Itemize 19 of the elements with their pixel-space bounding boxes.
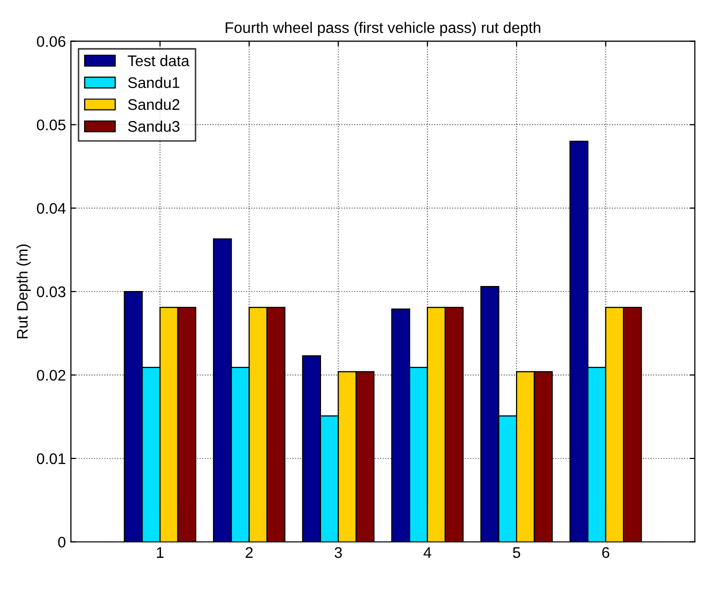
chart-title: Fourth wheel pass (first vehicle pass) rut depth xyxy=(226,22,540,36)
legend-label: Sandu3 xyxy=(128,120,180,132)
legend-label: Test data xyxy=(128,54,190,66)
legend-label: Sandu1 xyxy=(128,76,180,88)
x-tick-label: 5 xyxy=(512,547,520,558)
y-axis-title: Rut Depth (m) xyxy=(16,244,31,338)
x-tick-label: 6 xyxy=(602,547,610,558)
y-tick-label: 0.02 xyxy=(36,370,66,381)
y-tick-label: 0 xyxy=(58,536,66,548)
x-tick-label: 4 xyxy=(424,547,432,558)
legend-label: Sandu2 xyxy=(128,98,180,110)
x-tick-label: 1 xyxy=(156,547,164,558)
x-tick-label: 2 xyxy=(246,547,253,558)
y-tick-label: 0.03 xyxy=(36,286,66,298)
y-tick-label: 0.01 xyxy=(36,453,66,464)
x-tick-label: 3 xyxy=(334,547,342,558)
y-tick-label: 0.05 xyxy=(36,120,66,130)
y-tick-label: 0.04 xyxy=(36,202,66,214)
y-tick-label: 0.06 xyxy=(36,36,66,47)
